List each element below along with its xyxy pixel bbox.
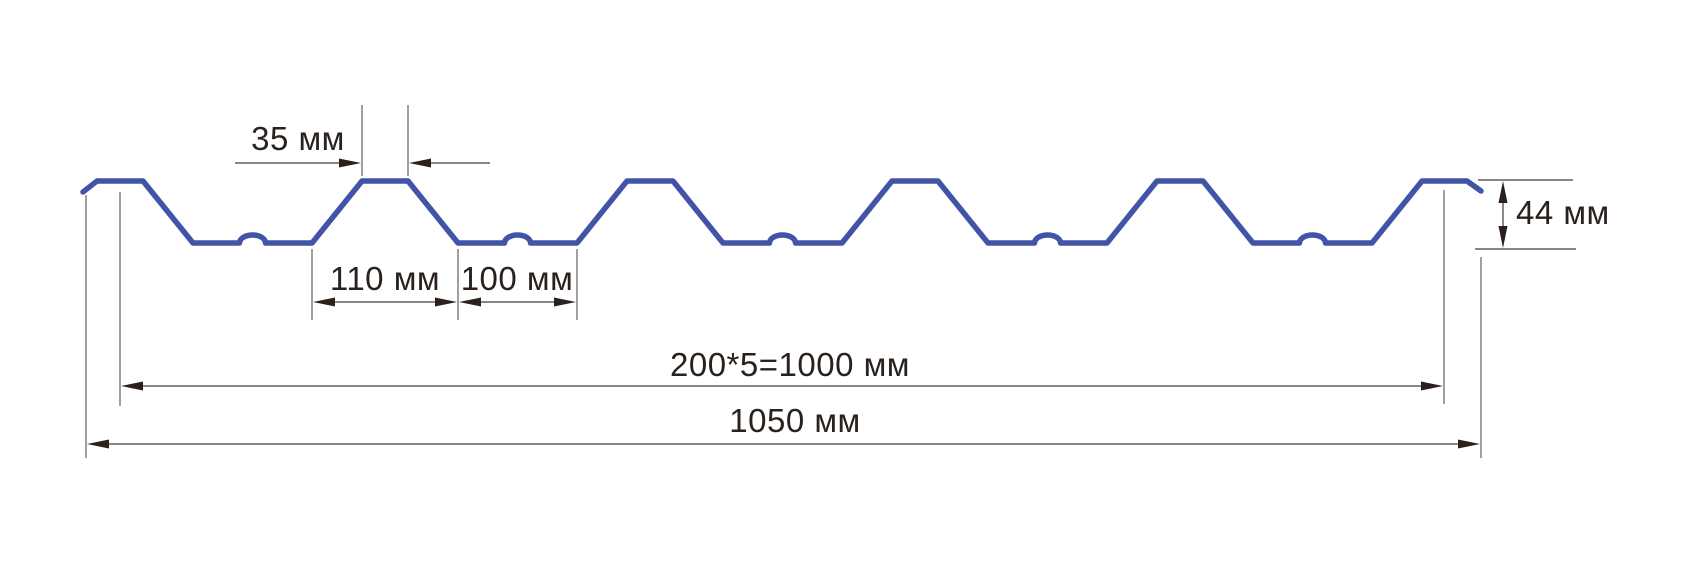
arrowhead-left [313, 297, 335, 307]
dimension-profile-height: 44 мм [1475, 179, 1610, 250]
dim-label-working-width: 200*5=1000 мм [670, 346, 910, 383]
arrowhead-right [1421, 381, 1443, 391]
arrowhead-down [1498, 226, 1508, 248]
sheet-profile-outline [80, 178, 1484, 246]
dim-label-height: 44 мм [1516, 194, 1610, 231]
arrowhead-left [121, 381, 143, 391]
dimension-rib-base-width: 110 мм [311, 249, 459, 320]
arrowhead-right [1458, 439, 1480, 449]
dim-label-rib-base: 110 мм [330, 260, 440, 297]
dim-label-valley: 100 мм [461, 260, 574, 297]
dimension-total-width: 1050 мм [85, 195, 1482, 458]
dimension-rib-top-width: 35 мм [235, 105, 490, 176]
arrowhead-right [339, 158, 361, 168]
arrowhead-left [87, 439, 109, 449]
dim-label-total-width: 1050 мм [729, 402, 860, 439]
dimension-valley-width: 100 мм [459, 249, 578, 320]
dimension-working-width: 200*5=1000 мм [119, 190, 1445, 406]
dim-label-rib-top: 35 мм [251, 120, 345, 157]
arrowhead-left [409, 158, 431, 168]
arrowhead-right [435, 297, 457, 307]
arrowhead-right [554, 297, 576, 307]
arrowhead-left [459, 297, 481, 307]
arrowhead-up [1498, 181, 1508, 203]
